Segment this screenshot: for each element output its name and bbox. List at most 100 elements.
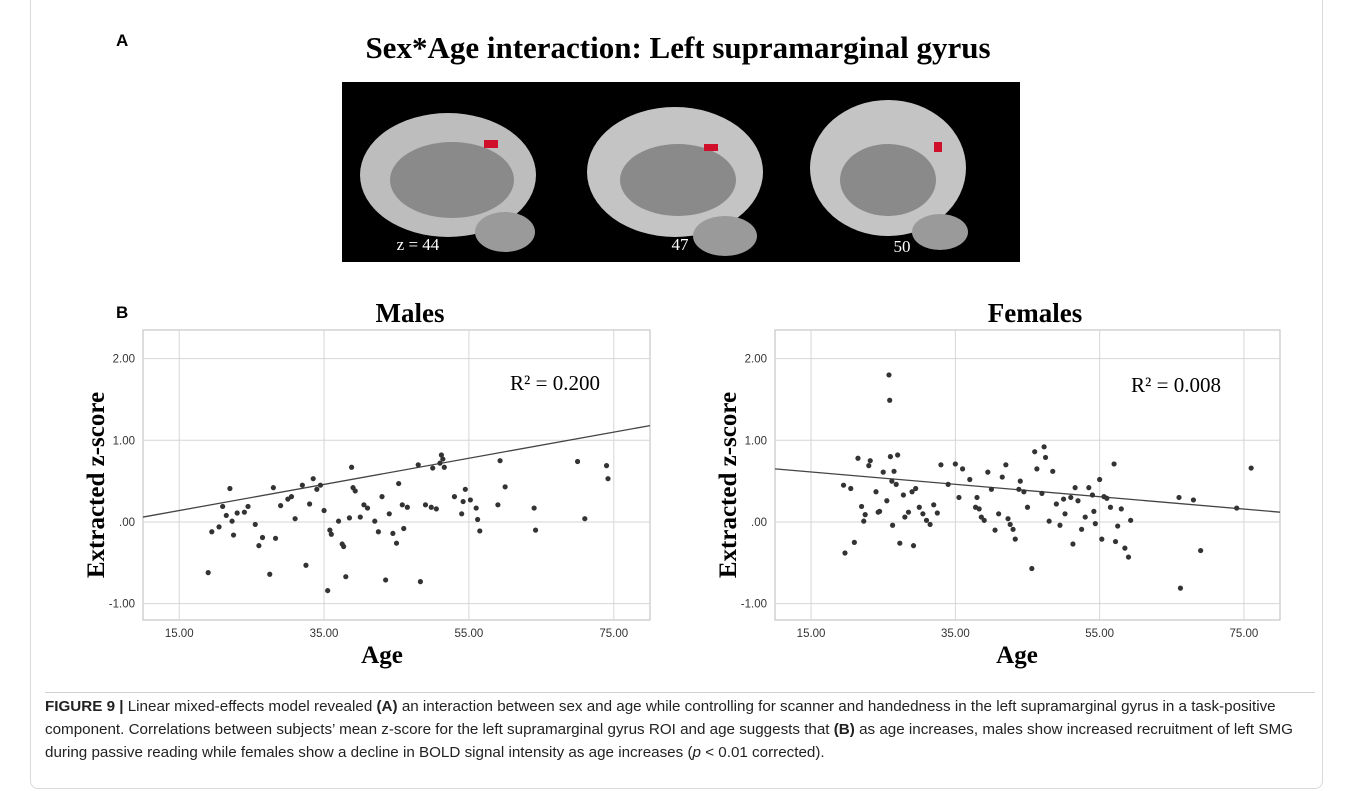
data-point <box>901 492 906 497</box>
data-point <box>311 476 316 481</box>
data-point <box>376 529 381 534</box>
caption-text: Linear mixed-effects model revealed <box>124 698 377 715</box>
slice-label: 47 <box>672 235 690 254</box>
data-point <box>459 511 464 516</box>
data-point <box>278 503 283 508</box>
data-point <box>1091 509 1096 514</box>
data-point <box>938 462 943 467</box>
data-point <box>604 463 609 468</box>
data-point <box>1086 485 1091 490</box>
data-point <box>401 526 406 531</box>
data-point <box>1068 495 1073 500</box>
data-point <box>1178 586 1183 591</box>
data-point <box>1090 492 1095 497</box>
data-point <box>1043 455 1048 460</box>
data-point <box>1062 511 1067 516</box>
data-point <box>881 470 886 475</box>
data-point <box>1005 516 1010 521</box>
data-point <box>605 476 610 481</box>
data-point <box>235 510 240 515</box>
data-point <box>920 511 925 516</box>
data-point <box>273 536 278 541</box>
data-point <box>341 544 346 549</box>
data-point <box>841 483 846 488</box>
data-point <box>423 502 428 507</box>
data-point <box>343 574 348 579</box>
data-point <box>468 497 473 502</box>
data-point <box>1128 518 1133 523</box>
data-point <box>405 505 410 510</box>
data-point <box>497 458 502 463</box>
slice-label: z = 44 <box>397 235 440 254</box>
data-point <box>946 482 951 487</box>
data-point <box>231 532 236 537</box>
panel-label: B <box>116 303 128 322</box>
caption-text: FIGURE 9 | <box>45 698 124 715</box>
page: A Sex*Age interaction: Left supramargina… <box>0 0 1355 791</box>
data-point <box>888 454 893 459</box>
data-point <box>1021 489 1026 494</box>
data-point <box>1113 539 1118 544</box>
data-point <box>418 579 423 584</box>
data-point <box>1249 465 1254 470</box>
caption: FIGURE 9 | Linear mixed-effects model re… <box>45 692 1315 764</box>
data-point <box>400 502 405 507</box>
x-tick-label: 15.00 <box>797 628 826 640</box>
data-point <box>582 516 587 521</box>
data-point <box>387 511 392 516</box>
caption-text: < 0.01 corrected). <box>701 744 825 761</box>
data-point <box>1108 505 1113 510</box>
data-point <box>329 532 334 537</box>
data-point <box>434 506 439 511</box>
data-point <box>349 465 354 470</box>
data-point <box>902 514 907 519</box>
data-point <box>1057 523 1062 528</box>
data-point <box>977 506 982 511</box>
data-point <box>1047 519 1052 524</box>
data-point <box>293 516 298 521</box>
data-point <box>1122 546 1127 551</box>
data-point <box>996 511 1001 516</box>
data-point <box>1025 505 1030 510</box>
data-point <box>220 504 225 509</box>
data-point <box>1111 461 1116 466</box>
data-point <box>1061 496 1066 501</box>
brain-image: z = 44 47 50 <box>342 82 1020 262</box>
chart-title: Males <box>376 298 445 328</box>
data-point <box>1029 566 1034 571</box>
x-tick-label: 75.00 <box>1230 628 1259 640</box>
data-point <box>242 510 247 515</box>
panel-title: Sex*Age interaction: Left supramarginal … <box>365 30 990 65</box>
x-tick-label: 75.00 <box>599 628 628 640</box>
data-point <box>224 513 229 518</box>
data-point <box>383 577 388 582</box>
data-point <box>873 489 878 494</box>
data-point <box>887 398 892 403</box>
data-point <box>1018 479 1023 484</box>
data-point <box>863 512 868 517</box>
data-point <box>440 456 445 461</box>
data-point <box>953 461 958 466</box>
data-point <box>935 510 940 515</box>
data-point <box>1032 449 1037 454</box>
data-point <box>229 519 234 524</box>
data-point <box>911 543 916 548</box>
data-point <box>1083 514 1088 519</box>
data-point <box>897 541 902 546</box>
data-point <box>1050 469 1055 474</box>
data-point <box>206 570 211 575</box>
data-point <box>271 485 276 490</box>
caption-text: p <box>693 744 701 761</box>
x-tick-label: 15.00 <box>165 628 194 640</box>
data-point <box>289 494 294 499</box>
data-point <box>1099 537 1104 542</box>
data-point <box>358 514 363 519</box>
data-point <box>429 505 434 510</box>
data-point <box>852 540 857 545</box>
data-point <box>1016 487 1021 492</box>
data-point <box>318 483 323 488</box>
data-point <box>877 509 882 514</box>
y-tick-label: 2.00 <box>745 354 767 366</box>
data-point <box>1093 521 1098 526</box>
y-tick-label: .00 <box>751 517 767 529</box>
